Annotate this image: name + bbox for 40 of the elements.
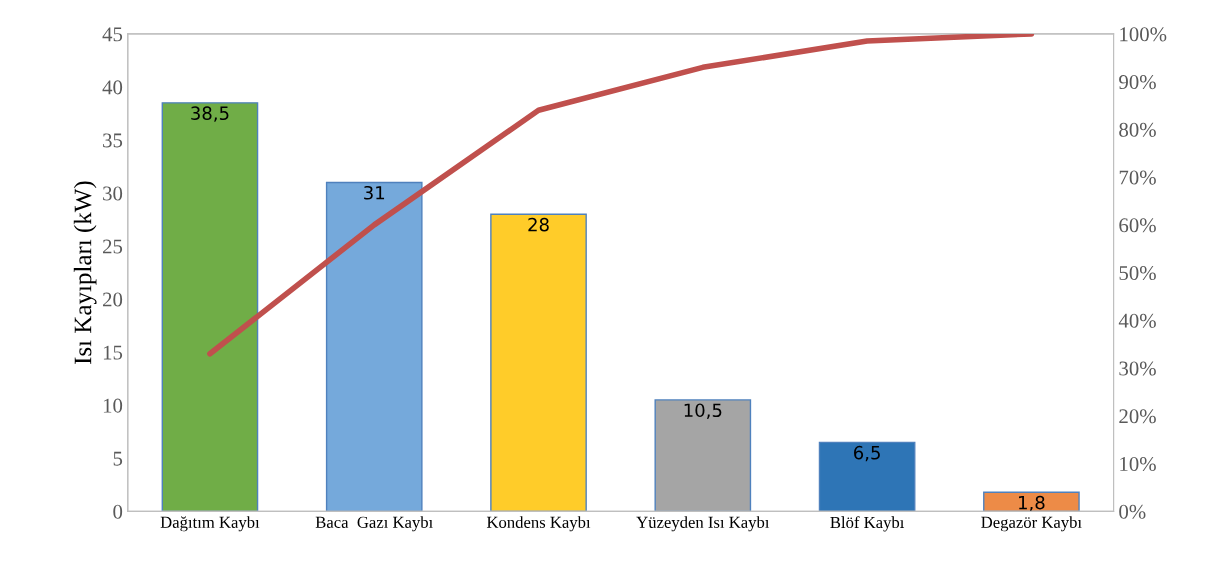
y-tick-label: 5 <box>113 451 123 466</box>
y-tick-label: 35 <box>103 133 123 148</box>
y-tick-label: 45 <box>102 27 123 42</box>
y2-tick-label: 80% <box>1119 122 1156 137</box>
data-label: 28 <box>528 217 549 232</box>
y-tick-label: 40 <box>102 80 123 95</box>
y2-tick-label: 100% <box>1120 27 1167 42</box>
y2-tick-label: 90% <box>1119 75 1156 90</box>
bar <box>161 102 259 512</box>
y-tick-label: 20 <box>103 292 123 307</box>
bar <box>325 181 423 512</box>
y2-tick-label: 60% <box>1119 218 1156 233</box>
data-label: 31 <box>364 185 385 200</box>
data-label: 38,5 <box>191 106 229 122</box>
y-tick-label: 15 <box>103 345 123 360</box>
y2-tick-label: 70% <box>1119 170 1156 185</box>
bar <box>490 213 587 512</box>
y-axis-title: Isı Kayıpları (kW) <box>73 181 97 365</box>
data-label: 10,5 <box>684 403 722 419</box>
data-label: 6,5 <box>854 445 880 462</box>
y2-tick-label: 20% <box>1119 409 1156 424</box>
x-tick-label: Degazör Kaybı <box>981 516 1082 532</box>
y-tick-label: 25 <box>103 239 123 254</box>
x-tick-label: Baca Gazı Kaybı <box>315 516 433 532</box>
bar <box>983 491 1080 512</box>
y-tick-label: 30 <box>103 186 123 201</box>
y2-tick-label: 10% <box>1120 456 1156 472</box>
data-label: 1,8 <box>1019 495 1045 512</box>
y2-tick-label: 40% <box>1118 313 1156 328</box>
y-tick-label: 10 <box>103 398 123 413</box>
y-tick-label: 0 <box>113 504 123 519</box>
x-tick-label: Dağıtım Kaybı <box>160 516 260 532</box>
x-tick-label: Blöf Kaybı <box>830 516 905 532</box>
x-tick-label: Kondens Kaybı <box>486 516 591 532</box>
y2-tick-label: 0% <box>1119 504 1146 519</box>
bar <box>654 399 752 512</box>
x-tick-label: Yüzeyden Isı Kaybı <box>636 516 770 532</box>
y2-tick-label: 30% <box>1119 361 1156 376</box>
y2-tick-label: 50% <box>1119 265 1156 281</box>
bar <box>818 441 916 512</box>
